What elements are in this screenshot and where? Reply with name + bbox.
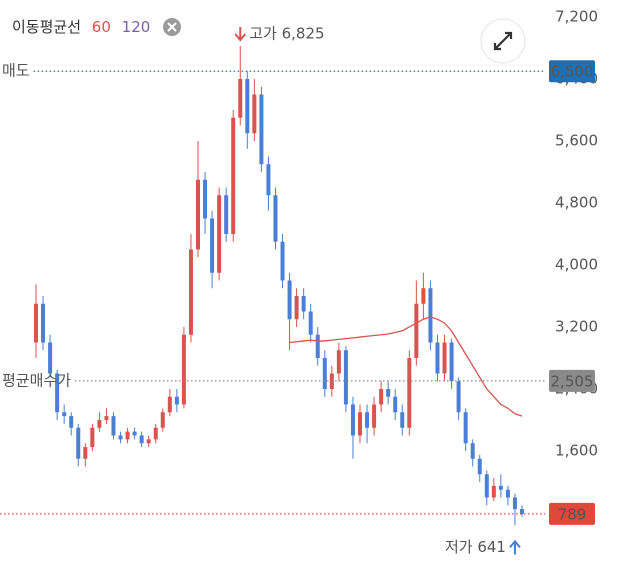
candle-body (301, 295, 306, 312)
candle-body (118, 435, 123, 440)
candle-body (146, 439, 151, 444)
candle-body (379, 388, 384, 405)
candle-body (520, 509, 524, 514)
candle-body (111, 416, 116, 436)
price-line-label: 평균매수가 (2, 371, 71, 389)
candle-body (386, 388, 391, 397)
candle-body (238, 78, 243, 118)
candle-body (210, 218, 215, 273)
price-line-label: 매도 (2, 62, 30, 80)
candle-body (358, 412, 362, 436)
price-badge (549, 502, 595, 525)
close-legend-button[interactable] (163, 18, 181, 36)
y-tick-label: 7,200 (555, 7, 598, 25)
candle-body (153, 427, 158, 440)
candle-body (132, 431, 137, 436)
moving-average-line (289, 316, 523, 417)
candle-body (125, 431, 130, 440)
price-badge (549, 60, 595, 83)
candle-body (287, 280, 292, 320)
candle-body (83, 447, 88, 459)
candle-body (505, 489, 510, 498)
candle-body (484, 474, 489, 498)
candle-body (498, 485, 503, 490)
candle-body (76, 427, 81, 459)
candle-body (308, 311, 313, 335)
candle-body (435, 342, 440, 374)
candle-body (372, 404, 377, 428)
legend: 이동평균선 60 120 (12, 18, 150, 36)
y-tick-label: 4,800 (555, 193, 598, 211)
candle-body (104, 416, 109, 420)
candle-body (139, 435, 144, 444)
candle-body (188, 249, 193, 335)
price-badge-label: 6,500 (551, 63, 594, 81)
candle-body (174, 396, 179, 405)
candle-body (365, 412, 370, 428)
candle-body (491, 485, 496, 498)
candle-body (259, 94, 264, 165)
legend-entry: 60 (92, 18, 111, 36)
candle-body (55, 373, 60, 413)
candle-body (97, 419, 102, 428)
candle-body (414, 303, 419, 358)
candle-body (62, 412, 67, 417)
candle-body (252, 94, 257, 134)
price-badge-label: 789 (558, 505, 587, 523)
annotation-label: 고가 6,825 (249, 25, 324, 43)
y-tick-label: 1,600 (555, 441, 598, 459)
candle-body (231, 117, 236, 234)
candle-body (428, 288, 433, 343)
candle-body (449, 342, 454, 382)
candle-body (69, 416, 74, 428)
candle-body (400, 412, 405, 428)
annotation-arrow (234, 27, 247, 42)
candle-body (266, 164, 271, 196)
candle-body (294, 295, 299, 320)
candle-body (336, 350, 341, 374)
y-tick-label: 3,200 (555, 317, 598, 335)
candle-body (90, 427, 95, 448)
candle-body (41, 303, 46, 343)
candle-body (217, 195, 222, 273)
candle-body (463, 412, 468, 444)
annotation-label: 저가 641 (445, 538, 506, 556)
legend-entry: 120 (122, 18, 151, 36)
candle-body (393, 396, 398, 413)
candle-body (167, 396, 172, 413)
candle-body (442, 342, 447, 374)
candle-body (421, 288, 426, 304)
candle-body (273, 195, 278, 242)
legend-title: 이동평균선 (12, 18, 81, 36)
price-badge (549, 369, 595, 392)
candle-body (196, 179, 200, 250)
candle-body (224, 195, 229, 234)
candle-body (181, 334, 186, 405)
candle-body (512, 497, 517, 510)
price-badge-label: 2,505 (551, 372, 594, 390)
candle-body (350, 404, 355, 436)
candle-body (34, 303, 38, 343)
expand-button[interactable] (480, 18, 526, 64)
y-tick-label: 5,600 (555, 131, 598, 149)
candle-body (160, 412, 165, 428)
candle-body (315, 334, 320, 358)
y-tick-label: 4,000 (555, 255, 598, 273)
candle-body (245, 78, 250, 134)
annotation-arrow (509, 539, 521, 555)
candle-body (343, 350, 348, 405)
candle-body (477, 458, 482, 475)
candle-body (470, 443, 475, 459)
candle-body (322, 357, 327, 389)
candle-body (48, 342, 53, 374)
candle-body (456, 381, 461, 413)
candle-body (280, 241, 285, 281)
candle-body (407, 357, 412, 428)
candle-body (203, 179, 208, 219)
